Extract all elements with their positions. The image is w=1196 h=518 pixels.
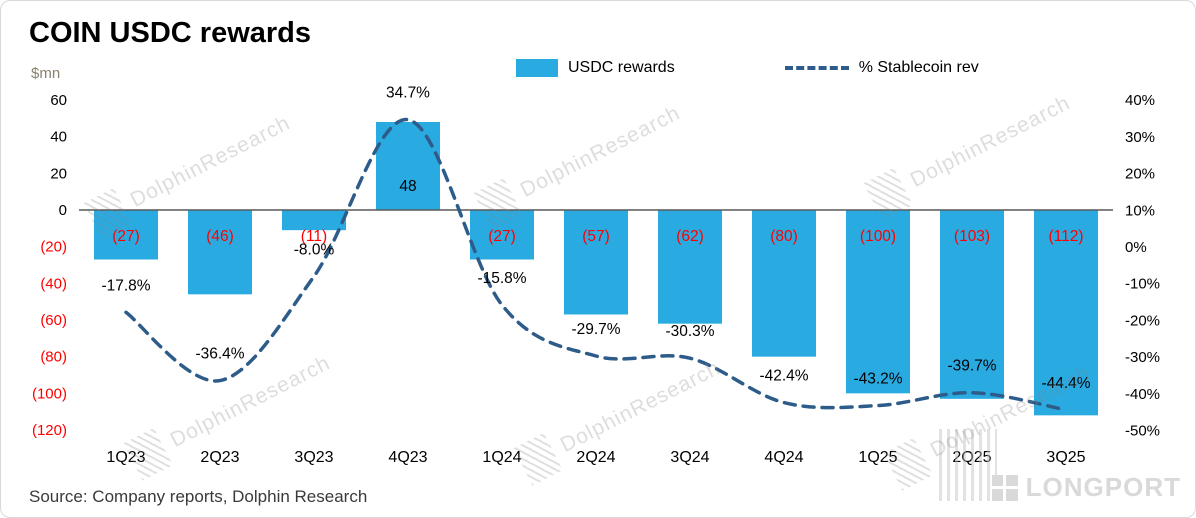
legend-item-stablecoin-rev: % Stablecoin rev [784,59,979,77]
longport-logo-icon [991,474,1018,501]
bar [282,210,346,231]
right-axis-tick: -50% [1125,423,1160,440]
category-label: 2Q25 [952,449,991,466]
right-axis-tick: -30% [1125,349,1160,366]
hatch-decoration [939,429,997,501]
right-axis-tick: 10% [1125,202,1155,219]
line-value-label: -30.3% [665,323,714,340]
left-axis-tick: (80) [40,349,67,366]
left-axis-tick: (60) [40,312,67,329]
source-text: Source: Company reports, Dolphin Researc… [29,487,368,506]
legend-item-usdc-rewards: USDC rewards [516,59,675,77]
left-axis-tick: 60 [50,92,67,109]
bar [752,210,816,357]
left-axis-tick: (40) [40,275,67,292]
category-label: 2Q23 [200,449,239,466]
bar-value-label: (62) [676,228,704,245]
category-label: 3Q23 [294,449,333,466]
right-axis-tick: 30% [1125,129,1155,146]
left-axis-tick: 40 [50,129,67,146]
legend-label-bar: USDC rewards [568,59,675,76]
chart-title: COIN USDC rewards [29,17,312,49]
bar-swatch-icon [516,59,558,77]
longport-logo-text: LONGPORT [1025,472,1181,502]
line-value-label: -44.4% [1041,375,1090,392]
bar-value-label: (100) [860,228,896,245]
line-value-label: -36.4% [195,346,244,363]
bar [658,210,722,324]
line-value-label: -42.4% [759,368,808,385]
left-axis-tick: (20) [40,239,67,256]
bar-value-label: (57) [582,228,610,245]
legend-label-line: % Stablecoin rev [858,59,979,76]
bar [940,210,1004,399]
bar-value-label: (103) [954,228,990,245]
line-value-label: -15.8% [477,270,526,287]
bar [564,210,628,315]
line-value-label: 34.7% [386,85,430,102]
left-axis-tick: 0 [59,202,67,219]
bar-value-label: (27) [488,228,516,245]
bar-value-label: 48 [399,178,416,195]
left-axis-tick: 20 [50,165,67,182]
axis-unit-label: $mn [31,65,61,82]
longport-logo: LONGPORT [991,472,1181,503]
category-label: 2Q24 [576,449,615,466]
bar [1034,210,1098,416]
category-label: 1Q24 [482,449,521,466]
bar [470,210,534,260]
category-label: 1Q23 [106,449,145,466]
bar [94,210,158,260]
bar [846,210,910,394]
bar [376,122,440,210]
right-axis-tick: 0% [1125,239,1147,256]
category-label: 3Q25 [1046,449,1085,466]
legend: USDC rewards % Stablecoin rev [516,59,979,77]
bar [188,210,252,295]
dashed-line-swatch-icon [784,66,849,70]
category-label: 4Q23 [388,449,427,466]
right-axis-tick: 20% [1125,166,1155,183]
bar-value-label: (46) [206,228,234,245]
category-label: 3Q24 [670,449,709,466]
line-value-label: -8.0% [294,241,335,258]
stablecoin-rev-line [124,117,1068,412]
bar-value-label: (80) [770,228,798,245]
right-axis-tick: 40% [1125,92,1155,109]
line-value-label: -39.7% [947,358,996,375]
right-axis-tick: -20% [1125,312,1160,329]
category-label: 1Q25 [858,449,897,466]
bar-value-label: (112) [1048,228,1083,245]
bar-value-label: (27) [112,228,140,245]
category-label: 4Q24 [764,449,803,466]
line-value-label: -29.7% [571,321,620,338]
left-axis-tick: (120) [32,422,67,439]
bar-value-label: (11) [301,228,327,245]
left-axis-tick: (100) [32,385,67,402]
line-value-label: -43.2% [853,371,902,388]
right-axis-tick: -10% [1125,276,1160,293]
line-value-label: -17.8% [101,277,150,294]
right-axis-tick: -40% [1125,386,1160,403]
